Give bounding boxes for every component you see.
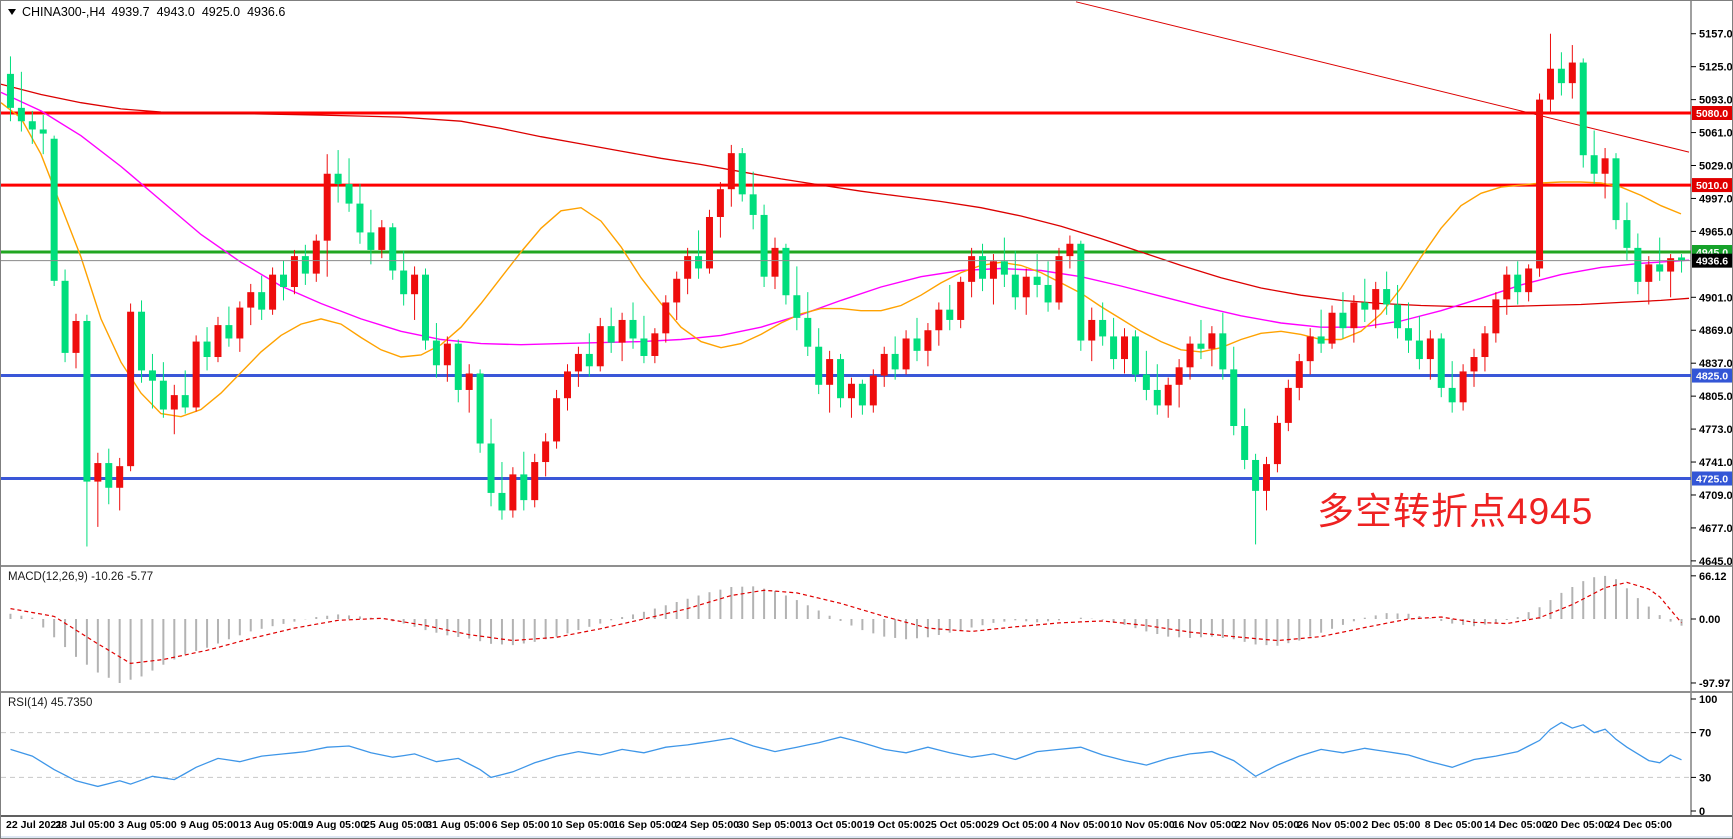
chart-titlebar: CHINA300-,H4 4939.7 4943.0 4925.0 4936.6 bbox=[8, 5, 285, 19]
time-axis-label: 13 Aug 05:00 bbox=[239, 819, 304, 831]
svg-text:4773.0: 4773.0 bbox=[1699, 424, 1733, 436]
time-axis-label: 19 Aug 05:00 bbox=[301, 819, 367, 831]
time-axis-label: 25 Aug 05:00 bbox=[363, 819, 429, 831]
time-axis-label: 4 Nov 05:00 bbox=[1051, 819, 1110, 831]
time-axis-label: 6 Sep 05:00 bbox=[491, 819, 550, 831]
svg-text:4677.0: 4677.0 bbox=[1699, 523, 1733, 535]
horizontal-levels[interactable] bbox=[1, 111, 1691, 481]
svg-text:4965.0: 4965.0 bbox=[1699, 226, 1733, 238]
quote-open: 4939.7 bbox=[111, 5, 150, 19]
rsi-line bbox=[10, 721, 1682, 788]
descending-trendline[interactable] bbox=[1075, 1, 1690, 153]
time-axis[interactable]: 22 Jul 2021 28 Jul 05:00 3 Aug 05:00 9 Aug … bbox=[1, 817, 1732, 836]
level-badge-5080.0: 5080.0 bbox=[1692, 106, 1732, 120]
candlesticks bbox=[6, 33, 1686, 547]
symbol-dropdown-icon[interactable] bbox=[8, 9, 16, 15]
svg-text:5080.0: 5080.0 bbox=[1696, 108, 1728, 120]
svg-text:4936.6: 4936.6 bbox=[1696, 256, 1728, 268]
ma-orange-fast bbox=[1, 102, 1682, 418]
macd-label: MACD(12,26,9) -10.26 -5.77 bbox=[8, 571, 154, 583]
time-axis-label: 20 Dec 05:00 bbox=[1546, 819, 1610, 831]
svg-text:0.00: 0.00 bbox=[1699, 614, 1720, 626]
svg-text:70: 70 bbox=[1699, 728, 1711, 740]
time-axis-label: 22 Nov 05:00 bbox=[1234, 819, 1300, 831]
svg-text:66.12: 66.12 bbox=[1699, 571, 1727, 583]
level-badge-5010.0: 5010.0 bbox=[1692, 178, 1732, 193]
svg-text:4825.0: 4825.0 bbox=[1696, 371, 1728, 383]
svg-text:5157.0: 5157.0 bbox=[1699, 29, 1733, 41]
svg-text:5093.0: 5093.0 bbox=[1699, 95, 1733, 107]
svg-text:0: 0 bbox=[1699, 806, 1705, 815]
ma-red-slow bbox=[1, 83, 1690, 308]
svg-text:4645.0: 4645.0 bbox=[1699, 556, 1733, 565]
svg-text:4997.0: 4997.0 bbox=[1699, 193, 1733, 205]
time-axis-label: 10 Sep 05:00 bbox=[550, 819, 615, 831]
panel-splitter-rsi[interactable] bbox=[1, 691, 1732, 693]
svg-text:-97.97: -97.97 bbox=[1699, 678, 1730, 690]
time-axis-line bbox=[1, 815, 1732, 817]
svg-text:4837.0: 4837.0 bbox=[1699, 358, 1733, 370]
panel-splitter-macd[interactable] bbox=[1, 565, 1732, 567]
symbol-period-label: CHINA300-,H4 bbox=[22, 5, 106, 19]
time-axis-label: 25 Oct 05:00 bbox=[925, 819, 987, 831]
time-axis-label: 14 Dec 05:00 bbox=[1483, 819, 1548, 831]
svg-text:5029.0: 5029.0 bbox=[1699, 161, 1733, 173]
level-badge-4825.0: 4825.0 bbox=[1692, 368, 1732, 383]
svg-text:5125.0: 5125.0 bbox=[1699, 62, 1733, 74]
time-axis-label: 31 Aug 05:00 bbox=[426, 819, 491, 831]
time-axis-label: 22 Jul 2021 bbox=[6, 819, 63, 831]
time-axis-label: 24 Dec 05:00 bbox=[1608, 819, 1673, 831]
svg-text:5061.0: 5061.0 bbox=[1699, 128, 1733, 140]
macd-histogram bbox=[9, 575, 1683, 683]
current-price-badge: 4936.6 bbox=[1692, 253, 1732, 268]
macd-panel[interactable]: 66.12 0.00 -97.97 bbox=[1, 567, 1733, 691]
time-axis-label: 10 Nov 05:00 bbox=[1110, 819, 1175, 831]
pivot-annotation-text: 多空转折点4945 bbox=[1317, 491, 1594, 532]
svg-text:4725.0: 4725.0 bbox=[1696, 474, 1728, 486]
time-axis-label: 8 Dec 05:00 bbox=[1424, 819, 1483, 831]
window-bottom-edge bbox=[1, 836, 1732, 838]
svg-text:5010.0: 5010.0 bbox=[1696, 180, 1728, 192]
time-axis-label: 29 Oct 05:00 bbox=[987, 819, 1050, 831]
svg-text:30: 30 bbox=[1699, 772, 1711, 784]
time-axis-label: 9 Aug 05:00 bbox=[180, 819, 239, 831]
svg-text:4901.0: 4901.0 bbox=[1699, 292, 1733, 304]
quote-low: 4925.0 bbox=[201, 5, 241, 19]
quote-close: 4936.6 bbox=[247, 5, 286, 19]
macd-axis[interactable]: 66.12 0.00 -97.97 bbox=[1691, 571, 1730, 690]
time-axis-label: 13 Oct 05:00 bbox=[800, 819, 863, 831]
time-axis-label: 26 Nov 05:00 bbox=[1297, 819, 1362, 831]
svg-text:4805.0: 4805.0 bbox=[1699, 391, 1733, 403]
svg-text:4709.0: 4709.0 bbox=[1699, 490, 1733, 502]
time-axis-label: 16 Sep 05:00 bbox=[613, 819, 677, 831]
time-axis-label: 3 Aug 05:00 bbox=[118, 819, 177, 831]
rsi-label: RSI(14) 45.7350 bbox=[8, 697, 93, 709]
time-axis-label: 30 Sep 05:00 bbox=[737, 819, 802, 831]
time-axis-label: 2 Dec 05:00 bbox=[1362, 819, 1421, 831]
level-badge-4725.0: 4725.0 bbox=[1692, 471, 1732, 486]
time-axis-label: 24 Sep 05:00 bbox=[675, 819, 740, 831]
time-axis-label: 16 Nov 05:00 bbox=[1172, 819, 1237, 831]
main-price-chart[interactable]: 5157.0 5125.0 5093.0 5061.0 5029.0 4997.0 4965… bbox=[1, 1, 1733, 565]
svg-text:4869.0: 4869.0 bbox=[1699, 325, 1733, 337]
time-axis-label: 28 Jul 05:00 bbox=[55, 819, 115, 831]
svg-text:4741.0: 4741.0 bbox=[1699, 457, 1733, 469]
time-axis-label: 19 Oct 05:00 bbox=[862, 819, 925, 831]
price-axis[interactable]: 5157.0 5125.0 5093.0 5061.0 5029.0 4997.0 4965… bbox=[1691, 29, 1733, 565]
macd-signal-line bbox=[10, 581, 1682, 665]
rsi-panel[interactable]: 100 70 30 0 bbox=[1, 693, 1733, 815]
svg-text:100: 100 bbox=[1699, 694, 1717, 706]
quote-high: 4943.0 bbox=[156, 5, 195, 19]
rsi-axis[interactable]: 100 70 30 0 bbox=[1691, 694, 1717, 815]
